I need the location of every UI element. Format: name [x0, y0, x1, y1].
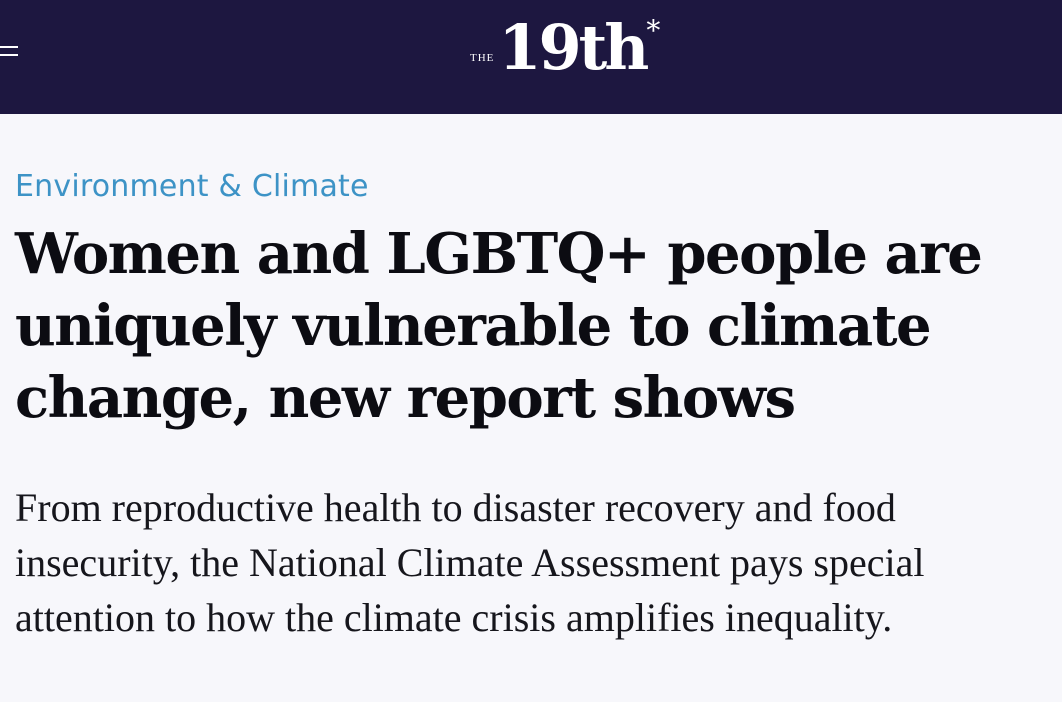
menu-line: [0, 46, 18, 48]
logo-name: 19th: [498, 11, 649, 84]
site-header: THE 19th *: [0, 0, 1062, 114]
logo-prefix: THE: [470, 52, 495, 64]
logo-asterisk: *: [646, 14, 661, 47]
article-deck: From reproductive health to disaster rec…: [15, 485, 925, 640]
article-headline: Women and LGBTQ+ people are uniquely vul…: [15, 221, 983, 431]
hamburger-menu-icon[interactable]: [0, 44, 18, 60]
menu-line: [0, 54, 18, 56]
article-header: Environment & Climate Women and LGBTQ+ p…: [0, 169, 1062, 645]
category-link[interactable]: Environment & Climate: [15, 169, 369, 204]
site-logo[interactable]: THE 19th *: [470, 12, 660, 92]
